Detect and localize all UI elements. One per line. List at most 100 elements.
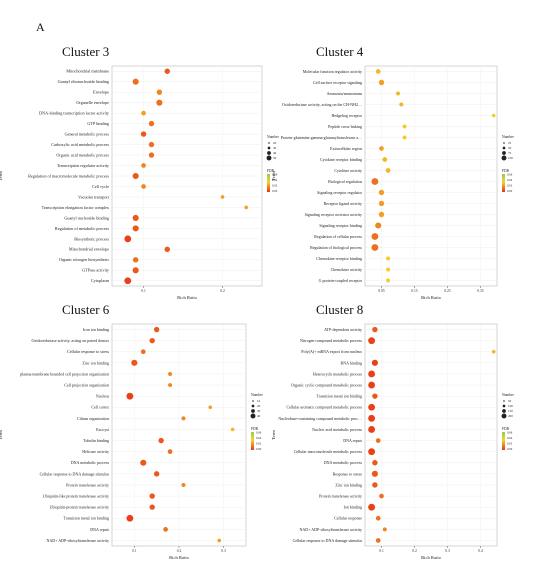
data-point — [402, 135, 407, 140]
data-point — [148, 120, 155, 127]
data-point — [382, 157, 388, 162]
data-point — [371, 470, 378, 477]
data-point — [164, 68, 170, 74]
term-label: G protein-coupled receptor — [319, 278, 363, 283]
x-tick-label: 0.1 — [141, 289, 146, 293]
fdr-tick-label: 0.06 — [507, 431, 513, 435]
legend-size-label: 150 — [508, 409, 513, 413]
data-point — [382, 527, 387, 532]
term-label: Cell cortex — [91, 405, 109, 410]
data-point — [132, 214, 139, 221]
data-point — [149, 504, 155, 510]
x-tick-label: 0.15 — [411, 289, 417, 293]
data-point — [244, 205, 249, 210]
term-label: ATP-dependent activity — [324, 327, 362, 332]
legend-number-title: Number — [251, 393, 264, 397]
term-label: Tubulin binding — [83, 438, 109, 443]
data-point — [375, 515, 381, 521]
fdr-tick-label: 0.00 — [507, 189, 513, 193]
legend-size-label: 20 — [257, 404, 261, 408]
data-point — [375, 69, 381, 74]
data-point — [153, 471, 160, 477]
term-label: Zinc ion binding — [335, 482, 362, 487]
term-label: Mitochondrial membrane — [66, 69, 109, 74]
term-label: General metabolic process — [65, 131, 110, 136]
term-label: Cell surface receptor signaling — [313, 80, 362, 85]
data-point — [402, 124, 407, 129]
term-label: Biological regulation — [328, 179, 362, 184]
data-point — [368, 448, 376, 456]
legend-fdr-title: FDR — [502, 169, 510, 173]
legend-size-dot — [501, 155, 507, 161]
legend-size-label: 100 — [508, 156, 513, 160]
legend-size-dot — [267, 151, 271, 155]
term-label: DNA repair — [90, 527, 109, 532]
term-label: Molecular function regulator activity — [303, 69, 362, 74]
legend-size-dot — [267, 146, 271, 150]
cluster-3-dot-plot: Mitochondrial membrane Guanyl ribonucleot… — [0, 65, 280, 300]
data-point — [181, 482, 186, 487]
term-label: Cellular response to DNA damage stimulus — [293, 538, 363, 543]
data-point — [372, 482, 378, 488]
data-point — [371, 244, 379, 251]
term-label: Cellular response — [334, 516, 362, 521]
term-label: Cellular response to DNA damage stimulus — [40, 471, 110, 476]
x-tick-label: 0.2 — [177, 549, 182, 553]
term-label: Cytokine receptor binding — [320, 157, 362, 162]
fdr-tick-label: 0.04 — [256, 436, 262, 440]
fdr-tick-label: 0.00 — [256, 447, 262, 451]
term-label: Oxidoreductase activity, acting on paire… — [32, 338, 110, 344]
fdr-tick-label: 0.04 — [507, 178, 513, 182]
plot-frame — [364, 323, 498, 547]
term-label: Ammonia/ammonium — [327, 91, 363, 96]
data-point — [371, 359, 378, 366]
fdr-tick-label: 0.06 — [272, 173, 278, 177]
term-label: Carboxylic acid metabolic process — [51, 142, 109, 147]
data-point — [368, 337, 376, 345]
term-label: Organic acid metabolic process — [56, 152, 109, 157]
data-point — [378, 189, 385, 196]
legend-number-title: Number — [502, 393, 515, 397]
y-axis-label: Term — [0, 171, 3, 181]
x-axis-label: Rich Ratio — [421, 295, 441, 300]
term-label: Extracellular region — [330, 146, 362, 151]
data-point — [491, 349, 496, 354]
data-point — [132, 225, 139, 232]
panel-title-cluster-6: Cluster 6 — [62, 302, 110, 317]
panel-title-cluster-4: Cluster 4 — [316, 44, 364, 59]
data-point — [124, 277, 132, 285]
data-point — [132, 257, 139, 263]
legend-fdr-title: FDR — [502, 427, 510, 431]
data-point — [149, 493, 155, 499]
legend-size-dot — [252, 400, 254, 402]
x-axis-label: Rich Ratio — [177, 295, 197, 300]
term-label: Hedgehog receptor — [331, 113, 362, 118]
term-label: Regulation of metabolic process — [55, 226, 109, 231]
data-point — [141, 110, 146, 116]
term-label: GTPase activity — [82, 268, 110, 273]
term-label: Regulation of biological process — [310, 245, 362, 250]
data-point — [386, 278, 391, 283]
data-point — [167, 449, 173, 454]
term-label: Protein transferase activity — [66, 482, 109, 487]
fdr-tick-label: 0.00 — [272, 189, 278, 193]
legend-size-dot — [502, 409, 506, 413]
data-point — [131, 359, 138, 366]
fdr-colorbar — [502, 432, 505, 450]
legend-size-dot — [503, 400, 505, 402]
data-point — [132, 172, 139, 180]
term-label: NAD+ ADP-ribosyltransferase activity — [47, 538, 109, 543]
data-point — [208, 405, 213, 410]
fdr-tick-label: 0.02 — [507, 442, 513, 446]
legend-size-label: 100 — [508, 404, 513, 408]
legend-size-dot — [502, 151, 506, 155]
term-label: Peptide cross-linking — [328, 124, 362, 129]
data-point — [220, 195, 225, 199]
figure-label: A — [36, 20, 45, 34]
fdr-colorbar — [267, 174, 270, 192]
term-label: Regulation of cellular process — [314, 234, 362, 239]
term-label: Signaling receptor activator activity — [305, 212, 362, 217]
legend-size-dot — [502, 404, 506, 408]
legend-size-dot — [501, 413, 507, 419]
term-label: Biosynthetic process — [74, 236, 109, 241]
